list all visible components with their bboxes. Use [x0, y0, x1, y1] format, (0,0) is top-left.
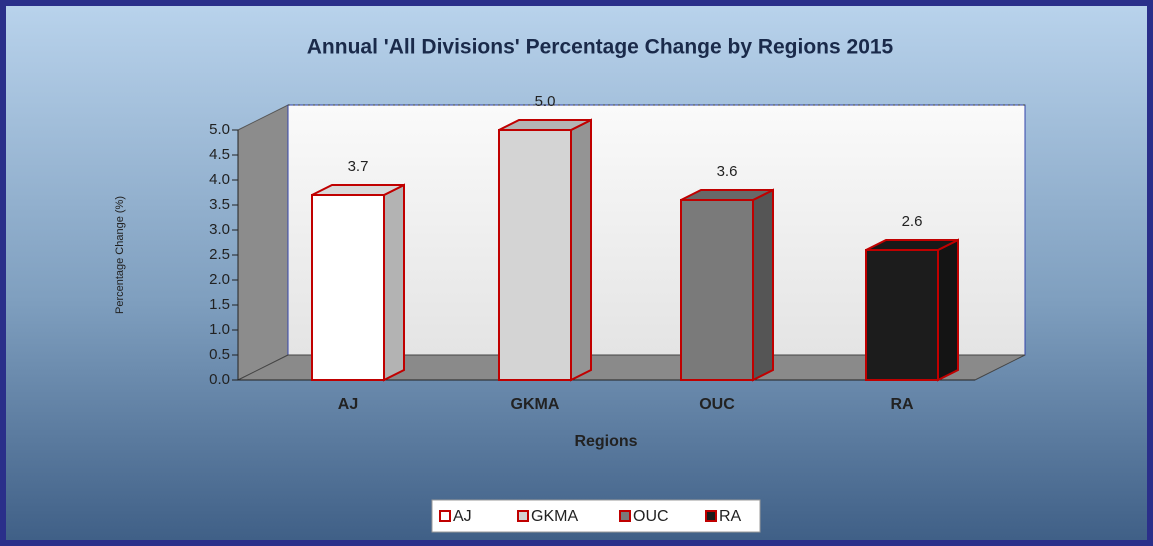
legend-swatch	[705, 510, 717, 522]
legend-label: GKMA	[531, 508, 578, 525]
bar-side	[752, 188, 774, 382]
legend-swatch	[619, 510, 631, 522]
y-tick-label: 4.5	[209, 146, 230, 163]
bar-side	[570, 118, 592, 382]
legend-swatch	[439, 510, 451, 522]
bar	[865, 249, 939, 381]
y-tick-label: 1.0	[209, 321, 230, 338]
x-tick-label: RA	[890, 396, 914, 413]
value-label: 5.0	[535, 93, 556, 110]
bar-side	[937, 238, 959, 382]
bar	[680, 199, 754, 381]
y-tick-label: 0.5	[209, 346, 230, 363]
y-tick-label: 1.5	[209, 296, 230, 313]
legend-label: RA	[719, 508, 742, 525]
y-tick-label: 0.0	[209, 371, 230, 388]
y-tick-label: 5.0	[209, 121, 230, 138]
legend-label: AJ	[453, 508, 472, 525]
value-label: 3.7	[348, 158, 369, 175]
y-tick-label: 4.0	[209, 171, 230, 188]
x-tick-label: AJ	[338, 396, 358, 413]
chart-title: Annual 'All Divisions' Percentage Change…	[307, 36, 894, 59]
legend-label: OUC	[633, 508, 669, 525]
bar	[498, 129, 572, 381]
y-tick-label: 2.0	[209, 271, 230, 288]
y-axis-title: Percentage Change (%)	[114, 196, 126, 314]
y-tick-label: 3.5	[209, 196, 230, 213]
bar	[311, 194, 385, 381]
x-tick-label: OUC	[699, 396, 735, 413]
value-label: 3.6	[717, 163, 738, 180]
y-tick-label: 3.0	[209, 221, 230, 238]
value-label: 2.6	[902, 213, 923, 230]
legend-swatch	[517, 510, 529, 522]
x-axis-title: Regions	[574, 433, 637, 450]
side-wall	[237, 104, 289, 381]
y-tick-label: 2.5	[209, 246, 230, 263]
bar-side	[383, 183, 405, 382]
x-tick-label: GKMA	[511, 396, 560, 413]
